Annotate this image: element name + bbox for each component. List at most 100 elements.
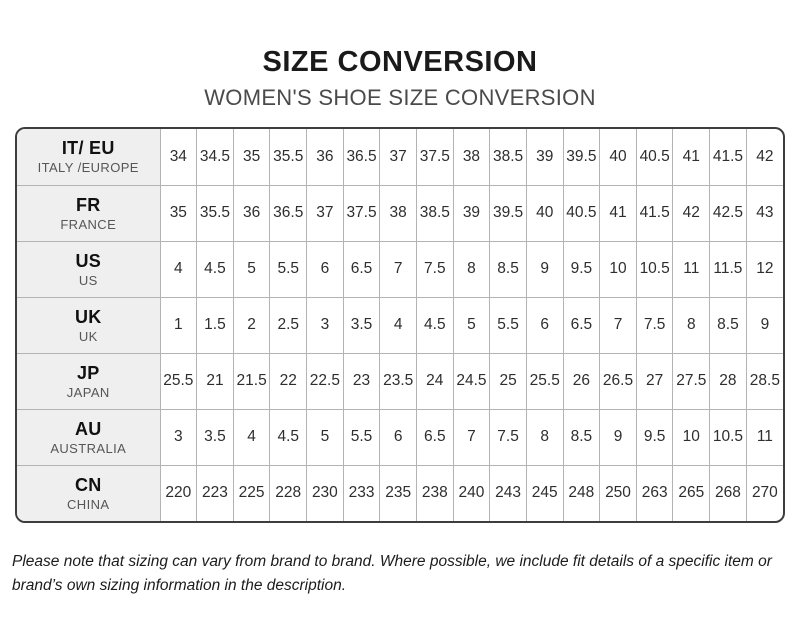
size-cell: 10.5 [635,240,674,298]
size-cell: 5.5 [489,296,527,354]
size-cell: 21.5 [232,352,271,410]
size-cell: 2 [232,296,271,354]
size-cell: 36.5 [269,184,308,242]
size-cell: 40.5 [635,129,674,186]
size-cell: 25 [489,352,527,410]
size-cell: 248 [562,464,601,521]
page-subtitle: WOMEN'S SHOE SIZE CONVERSION [204,85,596,110]
size-cell: 40 [525,184,564,242]
row-header-cell: AU AUSTRALIA [17,408,161,466]
table-row: FR FRANCE 35 35.5 36 36.5 37 37.5 38 38.5 39 39.5 40… [17,184,783,242]
size-cell: 43 [745,184,783,242]
size-cell: 5 [232,240,271,298]
size-cell: 39.5 [489,184,527,242]
size-conversion-table: IT/ EU ITALY /EUROPE 34 34.5 35 35.5 36 36.5 37 3… [17,129,783,521]
size-cell: 24 [415,352,454,410]
row-header-cell: UK UK [17,296,161,354]
size-cell: 34.5 [196,129,234,186]
size-cell: 11 [672,240,711,298]
size-cell: 27 [635,352,674,410]
size-cell: 8 [525,408,564,466]
size-cell: 23 [342,352,381,410]
size-cell: 2.5 [269,296,308,354]
size-cell: 4 [232,408,271,466]
size-cell: 235 [379,464,417,521]
page-title: SIZE CONVERSION [262,46,538,78]
size-cell: 35.5 [196,184,234,242]
row-code: JP [76,362,100,383]
size-cell: 233 [342,464,381,521]
row-region: US [78,272,98,288]
size-cell: 37 [306,184,344,242]
size-cell: 37.5 [415,129,454,186]
size-cell: 28 [709,352,747,410]
size-cell: 38 [452,129,491,186]
size-cell: 11.5 [709,240,747,298]
size-cell: 42.5 [709,184,747,242]
size-cell: 238 [415,464,454,521]
size-cell: 7 [379,240,417,298]
size-cell: 41 [599,184,637,242]
size-cell: 10 [599,240,637,298]
size-cell: 4.5 [269,408,308,466]
row-code: AU [74,418,102,439]
size-cell: 6.5 [562,296,601,354]
size-cell: 36 [306,129,344,186]
size-cell: 5.5 [342,408,381,466]
table-row: UK UK 1 1.5 2 2.5 3 3.5 4 4.5 5 5.5 6 6.5 7 7.5 8 8.5 9 [17,296,783,354]
size-cell: 22.5 [306,352,344,410]
table-row: CN CHINA 220 223 225 228 230 233 235 238 240 243 245… [17,464,783,521]
row-region: FRANCE [60,216,117,232]
size-cell: 230 [306,464,344,521]
size-cell: 243 [489,464,527,521]
size-cell: 36 [232,184,271,242]
size-cell: 8 [672,296,711,354]
row-header-cell: IT/ EU ITALY /EUROPE [17,129,161,186]
size-cell: 21 [196,352,234,410]
size-cell: 240 [452,464,491,521]
row-region: ITALY /EUROPE [37,160,139,176]
size-cell: 1 [159,296,198,354]
size-cell: 7.5 [415,240,454,298]
row-header-cell: CN CHINA [17,464,161,521]
size-cell: 5 [306,408,344,466]
row-region: AUSTRALIA [50,440,127,456]
size-cell: 7 [599,296,637,354]
sizing-note: Please note that sizing can vary from br… [12,553,772,594]
size-cell: 9.5 [635,408,674,466]
size-cell: 4 [379,296,417,354]
size-cell: 4.5 [415,296,454,354]
size-cell: 265 [672,464,711,521]
size-cell: 8.5 [562,408,601,466]
size-cell: 34 [159,129,198,186]
size-cell: 9.5 [562,240,601,298]
row-header-cell: FR FRANCE [17,184,161,242]
size-cell: 26.5 [599,352,637,410]
size-cell: 4.5 [196,240,234,298]
size-cell: 38.5 [415,184,454,242]
table-row: IT/ EU ITALY /EUROPE 34 34.5 35 35.5 36 36.5 37 3… [17,129,783,186]
size-cell: 3.5 [342,296,381,354]
row-code: IT/ EU [61,138,115,159]
size-cell: 268 [709,464,747,521]
row-code: UK [74,306,102,327]
size-cell: 10 [672,408,711,466]
size-cell: 3.5 [196,408,234,466]
size-cell: 250 [599,464,637,521]
row-code: FR [75,194,101,215]
size-cell: 25.5 [159,352,198,410]
size-cell: 220 [159,464,198,521]
size-cell: 270 [745,464,783,521]
size-cell: 6.5 [342,240,381,298]
size-cell: 39 [452,184,491,242]
size-cell: 38.5 [489,129,527,186]
size-cell: 3 [159,408,198,466]
size-cell: 6 [525,296,564,354]
size-cell: 9 [745,296,783,354]
size-cell: 40 [599,129,637,186]
row-region: JAPAN [66,384,110,400]
size-cell: 41.5 [709,129,747,186]
size-cell: 11 [745,408,783,466]
size-cell: 28.5 [745,352,783,410]
row-code: US [75,250,102,271]
